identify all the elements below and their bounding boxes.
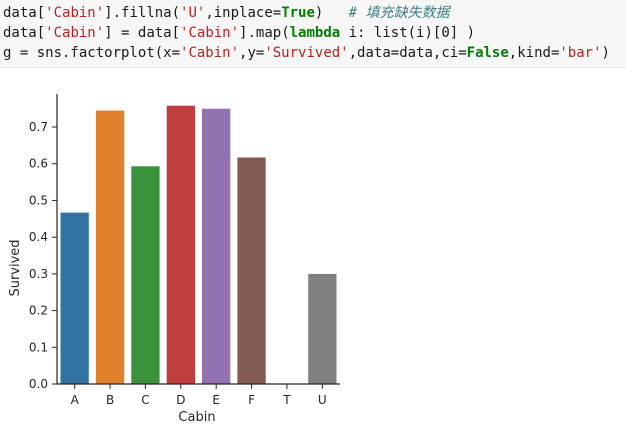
code-token: 'Cabin' [45, 25, 105, 41]
code-token: data[ [3, 25, 46, 41]
code-token: ) [314, 5, 349, 21]
code-cell[interactable]: data['Cabin'].fillna('U',inplace=True) #… [0, 0, 626, 68]
code-token: 'U' [180, 5, 206, 21]
y-tick-label: 0.0 [29, 377, 48, 391]
code-token: ,y= [239, 45, 265, 61]
bar-u [308, 273, 337, 384]
code-token: 'Cabin' [45, 5, 105, 21]
y-tick-label: 0.7 [29, 120, 48, 134]
x-tick-label: C [141, 393, 149, 407]
code-line: data['Cabin'].fillna('U',inplace=True) #… [0, 3, 626, 23]
code-token: lambda [289, 25, 341, 41]
bar-d [166, 105, 195, 384]
x-tick-label: T [282, 393, 291, 407]
code-token: ) [601, 45, 610, 61]
code-token: ] = data[ [104, 25, 181, 41]
code-token: data[ [3, 5, 46, 21]
code-token: g = sns.factorplot(x= [3, 45, 181, 61]
y-tick-label: 0.4 [29, 230, 48, 244]
code-line: data['Cabin'] = data['Cabin'].map(lambda… [0, 23, 626, 43]
y-tick-label: 0.1 [29, 340, 48, 354]
x-axis-title: Cabin [178, 410, 215, 425]
y-tick-label: 0.5 [29, 193, 48, 207]
y-axis: 0.0 0.1 0.2 0.3 0.4 0.5 0.6 0.7 [29, 94, 58, 391]
code-token: 'Cabin' [180, 25, 240, 41]
code-token: i: list(i)[0] ) [340, 25, 476, 41]
y-tick-label: 0.3 [29, 267, 48, 281]
x-tick-label: B [106, 393, 114, 407]
code-line: g = sns.factorplot(x='Cabin',y='Survived… [0, 43, 626, 63]
bars-group [60, 105, 337, 384]
bar-b [95, 110, 125, 384]
bar-f [237, 157, 266, 384]
y-axis-title: Survived [8, 239, 23, 296]
code-token: ].map( [239, 25, 290, 41]
y-tick-label: 0.2 [29, 304, 48, 318]
code-token: ,data=data,ci= [348, 45, 467, 61]
code-token: 'bar' [559, 45, 602, 61]
bar-c [131, 166, 160, 384]
code-token: ,kind= [508, 45, 560, 61]
code-token: 'Cabin' [180, 45, 240, 61]
bar-e [202, 108, 231, 384]
code-token: ].fillna( [104, 5, 181, 21]
x-tick-label: E [212, 393, 220, 407]
x-tick-label: U [318, 393, 327, 407]
code-token: True [281, 5, 315, 21]
code-token: # 填充缺失数据 [348, 5, 450, 21]
x-tick-label: D [176, 393, 185, 407]
bar-a [60, 212, 89, 384]
x-tick-label: F [248, 393, 255, 407]
x-tick-label: A [71, 393, 80, 407]
code-token: False [466, 45, 509, 61]
code-token: ,inplace= [205, 5, 282, 21]
code-token: 'Survived' [264, 45, 349, 61]
y-tick-label: 0.6 [29, 157, 48, 171]
